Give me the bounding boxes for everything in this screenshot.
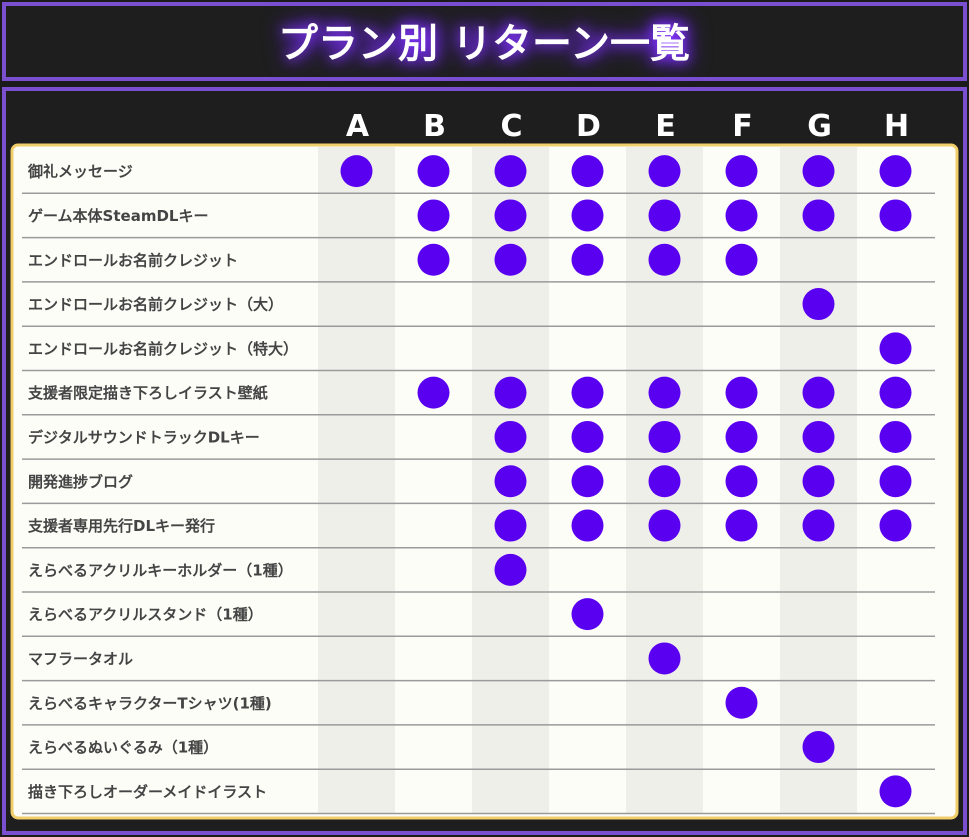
- check-dot: [802, 731, 835, 764]
- column-header: F: [732, 109, 753, 144]
- check-dot: [648, 376, 681, 409]
- check-dot: [571, 420, 604, 453]
- check-dot: [648, 465, 681, 498]
- check-dot: [571, 243, 604, 276]
- check-dot: [879, 465, 912, 498]
- check-dot: [725, 155, 758, 188]
- check-dot: [417, 376, 450, 409]
- check-dot: [648, 642, 681, 675]
- check-dot: [725, 420, 758, 453]
- check-dot: [879, 420, 912, 453]
- row-label: エンドロールお名前クレジット（特大）: [28, 340, 298, 358]
- check-dot: [571, 598, 604, 631]
- row-label: えらべるキャラクターTシャツ(1種): [28, 694, 272, 712]
- row-label: 支援者専用先行DLキー発行: [27, 517, 215, 535]
- check-dot: [802, 465, 835, 498]
- title-bar: [2, 2, 967, 81]
- check-dot: [571, 509, 604, 542]
- row-label: えらべるアクリルキーホルダー（1種）: [28, 561, 293, 579]
- check-dot: [879, 775, 912, 808]
- check-dot: [879, 332, 912, 365]
- row-label: 開発進捗ブログ: [28, 473, 133, 491]
- check-dot: [879, 376, 912, 409]
- column-header: D: [576, 109, 601, 144]
- check-dot: [725, 509, 758, 542]
- row-label: エンドロールお名前クレジット（大）: [28, 296, 283, 314]
- table-content: A B C D E F G H 御礼メッセージゲーム本体SteamDLキーエンドロールお名前クレ…: [22, 109, 935, 815]
- check-dot: [725, 376, 758, 409]
- column-header: C: [500, 109, 522, 144]
- check-dot: [494, 155, 527, 188]
- check-dot: [802, 288, 835, 321]
- check-dot: [725, 199, 758, 232]
- check-dot: [879, 199, 912, 232]
- check-dot: [725, 465, 758, 498]
- check-dot: [648, 155, 681, 188]
- check-dot: [571, 465, 604, 498]
- check-dot: [648, 420, 681, 453]
- check-dot: [417, 199, 450, 232]
- column-header: B: [423, 109, 446, 144]
- check-dot: [802, 376, 835, 409]
- column-header: E: [655, 109, 676, 144]
- check-dot: [494, 243, 527, 276]
- check-dot: [417, 243, 450, 276]
- row-label: えらべるアクリルスタンド（1種）: [28, 606, 263, 624]
- check-dot: [802, 199, 835, 232]
- check-dot: [494, 553, 527, 586]
- check-dot: [571, 376, 604, 409]
- check-dot: [340, 155, 373, 188]
- check-dot: [802, 509, 835, 542]
- column-shade: [318, 147, 395, 814]
- check-dot: [494, 199, 527, 232]
- row-label: 描き下ろしオーダーメイドイラスト: [28, 783, 267, 801]
- check-dot: [494, 420, 527, 453]
- check-dot: [648, 243, 681, 276]
- check-dot: [802, 155, 835, 188]
- column-header: H: [884, 109, 909, 144]
- row-label: ゲーム本体SteamDLキー: [28, 207, 208, 225]
- title: プラン別 リターン一覧: [278, 21, 690, 67]
- check-dot: [648, 509, 681, 542]
- row-label: 御礼メッセージ: [27, 163, 133, 181]
- check-dot: [879, 155, 912, 188]
- column-header: A: [346, 109, 370, 144]
- check-dot: [879, 509, 912, 542]
- column-header: G: [807, 109, 832, 144]
- check-dot: [417, 155, 450, 188]
- check-dot: [648, 199, 681, 232]
- check-dot: [494, 465, 527, 498]
- check-dot: [571, 199, 604, 232]
- check-dot: [494, 509, 527, 542]
- row-label: マフラータオル: [28, 650, 133, 668]
- row-label: デジタルサウンドトラックDLキー: [28, 428, 260, 446]
- row-label: えらべるぬいぐるみ（1種）: [28, 739, 218, 757]
- check-dot: [802, 420, 835, 453]
- check-dot: [494, 376, 527, 409]
- row-label: エンドロールお名前クレジット: [28, 251, 238, 269]
- check-dot: [725, 243, 758, 276]
- check-dot: [571, 155, 604, 188]
- check-dot: [725, 686, 758, 719]
- row-label: 支援者限定描き下ろしイラスト壁紙: [27, 384, 268, 402]
